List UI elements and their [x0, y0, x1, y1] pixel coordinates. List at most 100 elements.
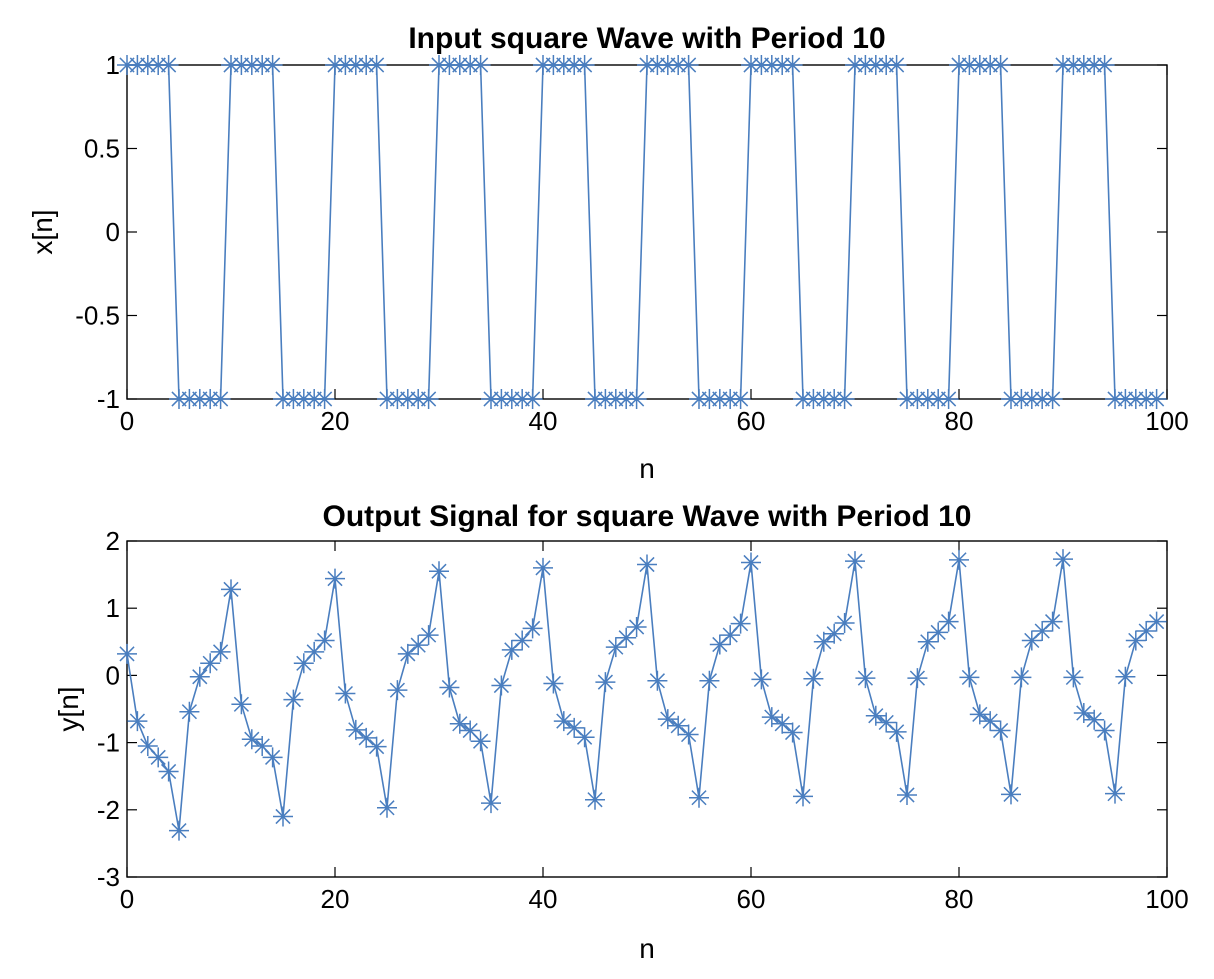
output-y-tick-label: 0: [106, 660, 120, 690]
input-data-point: [231, 55, 252, 75]
input-data-point: [158, 55, 179, 75]
input-data-point: [148, 55, 169, 75]
input-data-point: [907, 389, 928, 409]
output-data-point: [293, 653, 314, 674]
output-data-point: [169, 820, 189, 841]
output-data-point: [387, 680, 408, 701]
input-data-point: [127, 55, 148, 75]
output-data-point: [221, 579, 241, 600]
output-series: [117, 549, 1167, 841]
input-data-point: [1125, 389, 1146, 409]
output-data-point: [210, 641, 231, 662]
output-data-point: [158, 761, 179, 782]
input-data-point: [460, 55, 481, 75]
input-data-point: [377, 389, 397, 409]
output-data-point: [408, 635, 429, 656]
input-data-point: [772, 55, 793, 75]
input-data-point: [928, 389, 949, 409]
input-data-point: [210, 389, 231, 409]
input-data-point: [938, 389, 959, 409]
output-x-tick-label: 60: [737, 884, 766, 914]
output-data-point: [273, 806, 293, 827]
input-plot-area: [126, 64, 1168, 400]
output-data-point: [605, 637, 626, 658]
output-data-point: [761, 707, 782, 728]
input-data-point: [917, 389, 938, 409]
input-data-point: [179, 389, 200, 409]
input-data-point: [481, 389, 501, 409]
input-data-point: [304, 389, 325, 409]
output-data-point: [1094, 720, 1115, 741]
input-data-point: [408, 389, 429, 409]
output-data-point: [377, 797, 397, 818]
input-data-point: [335, 55, 356, 75]
input-chart-title: Input square Wave with Period 10: [408, 22, 885, 55]
input-data-point: [668, 55, 689, 75]
output-data-point: [782, 722, 803, 743]
input-data-point: [522, 389, 543, 409]
output-data-point: [574, 727, 595, 748]
input-data-point: [980, 55, 1001, 75]
output-data-point: [429, 561, 449, 582]
output-data-point: [1011, 667, 1032, 688]
output-data-point: [137, 735, 158, 756]
input-data-point: [241, 55, 262, 75]
output-x-tick-label: 40: [529, 884, 558, 914]
output-data-point: [928, 622, 949, 643]
input-data-point: [169, 389, 189, 409]
input-data-point: [865, 55, 886, 75]
output-y-tick-label: -2: [97, 795, 120, 825]
input-y-axis-label: x[n]: [27, 209, 58, 254]
output-data-point: [231, 694, 252, 715]
output-data-point: [595, 672, 616, 693]
output-data-point: [637, 554, 657, 575]
output-data-point: [938, 611, 959, 632]
output-data-point: [907, 668, 928, 689]
output-data-point: [897, 785, 917, 806]
input-data-point: [741, 55, 761, 75]
output-data-point: [127, 711, 148, 732]
output-data-point: [741, 552, 761, 573]
output-data-point: [304, 641, 325, 662]
input-data-point: [969, 55, 990, 75]
input-data-point: [397, 389, 418, 409]
output-data-point: [668, 715, 689, 736]
input-axis-ticks: 0 20 40 60 80 100 -1 -0.5 0 0.5 1: [75, 50, 1189, 436]
output-x-tick-label: 80: [945, 884, 974, 914]
input-data-point: [418, 389, 439, 409]
input-data-point: [1115, 389, 1136, 409]
output-data-point: [855, 668, 876, 689]
input-data-point: [200, 389, 221, 409]
output-x-tick-label: 20: [321, 884, 350, 914]
input-data-point: [709, 389, 730, 409]
output-data-point: [418, 625, 439, 646]
output-data-point: [283, 689, 304, 710]
output-data-point: [1105, 783, 1125, 804]
input-data-point: [117, 55, 137, 75]
output-data-point: [460, 720, 481, 741]
input-data-point: [803, 389, 824, 409]
input-data-point: [1146, 389, 1167, 409]
input-data-point: [356, 55, 377, 75]
input-data-point: [221, 55, 241, 75]
input-data-point: [761, 55, 782, 75]
output-data-point: [533, 557, 553, 578]
output-data-point: [990, 720, 1011, 741]
output-data-point: [470, 731, 491, 752]
input-data-point: [1084, 55, 1105, 75]
input-data-point: [855, 55, 876, 75]
input-data-point: [1136, 389, 1157, 409]
output-data-point: [117, 643, 137, 664]
input-data-point: [429, 55, 449, 75]
input-data-point: [616, 389, 637, 409]
input-data-point: [1073, 55, 1094, 75]
output-data-point: [1032, 621, 1053, 642]
input-data-point: [689, 389, 709, 409]
input-data-point: [283, 389, 304, 409]
input-data-point: [699, 389, 720, 409]
input-data-point: [657, 55, 678, 75]
input-data-point: [824, 389, 845, 409]
input-data-point: [345, 55, 366, 75]
input-data-point: [897, 389, 917, 409]
input-data-point: [137, 55, 158, 75]
